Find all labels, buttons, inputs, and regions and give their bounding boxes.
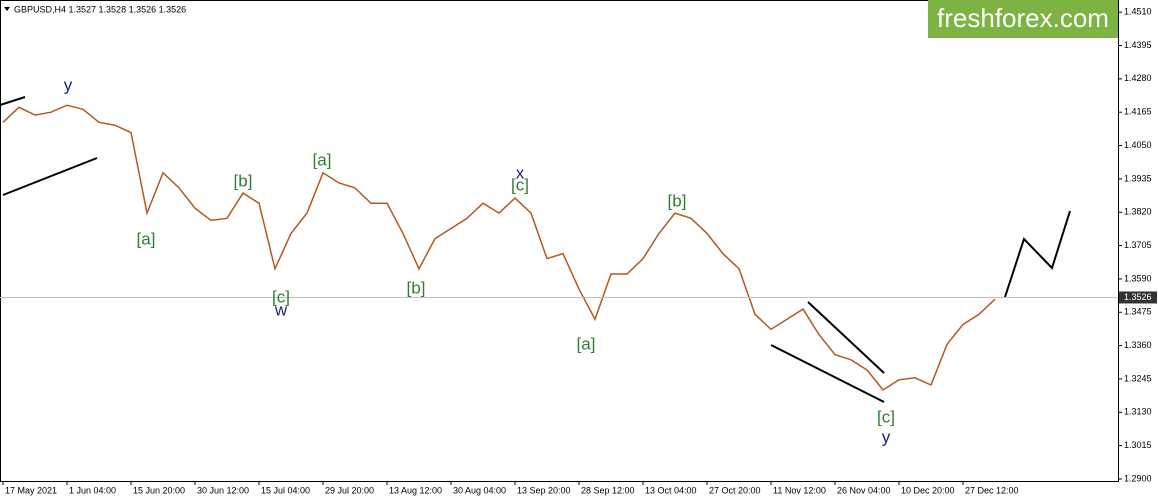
x-tick-label: 30 Aug 04:00	[453, 485, 506, 495]
x-tick-label: 30 Jun 12:00	[197, 485, 249, 495]
x-tick-label: 13 Aug 12:00	[389, 485, 442, 495]
x-tick-label: 13 Oct 04:00	[645, 485, 697, 495]
y-tick-label: 1.4510	[1124, 7, 1152, 17]
y-tick-label: 1.3820	[1124, 207, 1152, 217]
trend-lines	[0, 96, 1071, 403]
watermark-box	[928, 0, 1118, 38]
y-tick-label: 1.3935	[1124, 173, 1152, 183]
symbol-header: GBPUSD,H4 1.3527 1.3528 1.3526 1.3526	[14, 4, 186, 14]
wave-label: y	[882, 427, 891, 446]
watermark: freshforex.com	[937, 3, 1109, 33]
price-line	[2, 104, 996, 391]
wave-label: [a]	[137, 229, 156, 248]
y-tick-label: 1.4395	[1124, 40, 1152, 50]
y-tick-label: 1.4050	[1124, 140, 1152, 150]
y-tick-label: 1.3245	[1124, 373, 1152, 383]
y-tick-label: 1.3130	[1124, 407, 1152, 417]
wave-label: y	[64, 75, 73, 94]
x-tick-label: 29 Jul 20:00	[325, 485, 374, 495]
x-tick-label: 15 Jun 20:00	[133, 485, 185, 495]
y-tick-label: 1.3590	[1124, 273, 1152, 283]
x-tick-label: 11 Nov 12:00	[773, 485, 826, 495]
wave-label: [a]	[313, 150, 332, 169]
wave-label: [b]	[234, 171, 253, 190]
x-tick-label: 26 Nov 04:00	[837, 485, 891, 495]
y-tick-label: 1.3015	[1124, 440, 1152, 450]
x-tick-label: 27 Dec 12:00	[965, 485, 1019, 495]
wave-label: [c]	[511, 175, 529, 194]
wave-label: [c]	[272, 287, 290, 306]
x-tick-label: 10 Dec 20:00	[901, 485, 955, 495]
plot-frame	[0, 0, 1119, 482]
y-tick-label: 1.4280	[1124, 73, 1152, 83]
x-tick-label: 27 Oct 20:00	[709, 485, 761, 495]
y-tick-label: 1.4165	[1124, 107, 1152, 117]
x-tick-label: 28 Sep 12:00	[581, 485, 635, 495]
wave-label: [c]	[877, 407, 895, 426]
menu-arrow[interactable]	[4, 7, 10, 11]
y-tick-label: 1.3705	[1124, 240, 1152, 250]
wave-label: w	[274, 300, 288, 319]
current-price-label: 1.3526	[1124, 292, 1152, 302]
x-tick-label: 15 Jul 04:00	[261, 485, 310, 495]
current-price-box	[1119, 291, 1157, 304]
wave-label: [b]	[407, 278, 426, 297]
x-tick-label: 17 May 2021	[5, 485, 57, 495]
y-tick-label: 1.2900	[1124, 473, 1152, 483]
x-tick-label: 1 Jun 04:00	[69, 485, 116, 495]
x-tick-label: 13 Sep 20:00	[517, 485, 571, 495]
wave-label: [b]	[668, 191, 687, 210]
y-tick-label: 1.3360	[1124, 340, 1152, 350]
wave-label: [a]	[577, 334, 596, 353]
y-tick-label: 1.3475	[1124, 307, 1152, 317]
wave-label: x	[516, 163, 525, 182]
